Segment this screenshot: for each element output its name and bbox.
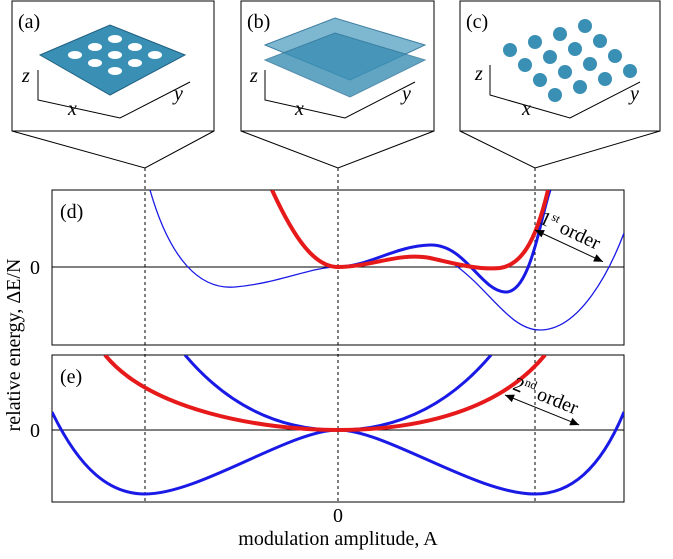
- arrow: [504, 394, 580, 426]
- axis-letter: y: [172, 83, 183, 105]
- axis-letter: y: [628, 83, 639, 105]
- y-axis-label: relative energy, ΔE/N: [3, 259, 25, 432]
- order-text: 2ndorder: [510, 371, 583, 419]
- order-annotation: 1storder: [534, 206, 605, 263]
- panel-label: (c): [466, 11, 488, 33]
- axis-letter: y: [400, 83, 411, 105]
- panel-label: (b): [247, 11, 270, 33]
- order-word: order: [534, 383, 582, 419]
- inset-a-art: [37, 24, 191, 119]
- panel-label: (a): [18, 11, 40, 33]
- order-annotation: 2ndorder: [504, 371, 583, 426]
- axis-letter: x: [521, 98, 531, 120]
- axis-letter: x: [294, 98, 304, 120]
- inset-b-art: [263, 17, 427, 119]
- arrow: [534, 229, 604, 263]
- panel-label: (d): [60, 201, 83, 223]
- order-suffix: nd: [523, 375, 539, 392]
- zero-label: 0: [30, 420, 40, 442]
- curve: [103, 355, 547, 433]
- x-zero-label: 0: [333, 505, 343, 527]
- inset-c-art: [489, 19, 641, 119]
- panel-frame: [51, 354, 625, 503]
- guide-lines: [144, 168, 536, 502]
- panel-label: (e): [60, 366, 82, 388]
- zero-label: 0: [30, 257, 40, 279]
- axis-letter: z: [474, 63, 483, 85]
- axis-letter: z: [21, 65, 30, 87]
- axis-letter: x: [67, 98, 77, 120]
- curve: [270, 190, 550, 271]
- order-word: order: [556, 217, 604, 255]
- axis-letter: z: [249, 65, 258, 87]
- order-text: 1storder: [536, 206, 605, 255]
- curve: [337, 190, 552, 294]
- x-axis-label: modulation amplitude, A: [238, 528, 438, 550]
